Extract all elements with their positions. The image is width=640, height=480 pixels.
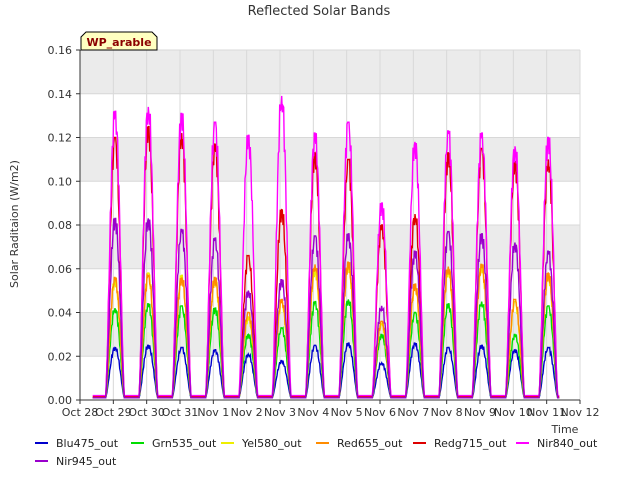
site-badge-label: WP_arable — [86, 36, 151, 49]
y-tick-label: 0.04 — [48, 307, 73, 320]
x-tick-label: Nov 7 — [397, 406, 429, 419]
site-badge: WP_arable — [80, 31, 158, 51]
y-tick-label: 0.14 — [48, 88, 73, 101]
series-lines — [92, 95, 560, 399]
legend-label: Nir945_out — [56, 455, 117, 468]
x-tick-label: Nov 4 — [297, 406, 329, 419]
x-tick-label: Nov 9 — [464, 406, 496, 419]
series-line-nir840-out — [92, 95, 560, 397]
x-tick-label: Oct 31 — [162, 406, 199, 419]
x-tick-label: Nov 2 — [231, 406, 263, 419]
legend-label: Red655_out — [337, 437, 403, 450]
site-badge-box — [80, 31, 158, 51]
plot-band — [80, 137, 580, 182]
plot-band — [80, 50, 580, 94]
y-tick-label: 0.00 — [48, 394, 73, 407]
y-tick-label: 0.08 — [48, 219, 73, 232]
x-tick-label: Nov 3 — [264, 406, 296, 419]
x-axis-label: Time — [551, 423, 579, 436]
plot-band — [80, 312, 580, 357]
y-tick-label: 0.12 — [48, 132, 73, 145]
series-line-nir945-out — [92, 217, 560, 399]
x-tick-label: Nov 10 — [494, 406, 533, 419]
x-tick-label: Nov 8 — [431, 406, 463, 419]
y-axis-label: Solar Raditaion (W/m2) — [8, 160, 21, 288]
y-tick-label: 0.10 — [48, 175, 73, 188]
y-tick-label: 0.02 — [48, 350, 73, 363]
x-tick-label: Nov 12 — [561, 406, 600, 419]
legend-label: Grn535_out — [152, 437, 217, 450]
x-tick-label: Nov 11 — [527, 406, 566, 419]
legend-label: Blu475_out — [56, 437, 119, 450]
plot-band — [80, 225, 580, 269]
legend-label: Nir840_out — [537, 437, 598, 450]
y-tick-label: 0.16 — [48, 44, 73, 57]
x-tick-label: Oct 28 — [62, 406, 99, 419]
legend-label: Yel580_out — [241, 437, 302, 450]
x-tick-label: Nov 5 — [331, 406, 363, 419]
legend-label: Redg715_out — [434, 437, 507, 450]
tick-labels: 0.00 0.02 0.04 0.06 0.08 0.10 0.12 0.14 0.16 Oct … — [48, 44, 600, 419]
x-tick-label: Nov 1 — [197, 406, 229, 419]
x-tick-label: Nov 6 — [364, 406, 396, 419]
x-tick-label: Oct 29 — [95, 406, 132, 419]
chart-title: Reflected Solar Bands — [248, 4, 391, 19]
y-tick-label: 0.06 — [48, 263, 73, 276]
legend: Blu475_out Grn535_out Yel580_out Red655_out… — [35, 437, 598, 468]
x-tick-label: Oct 30 — [128, 406, 165, 419]
